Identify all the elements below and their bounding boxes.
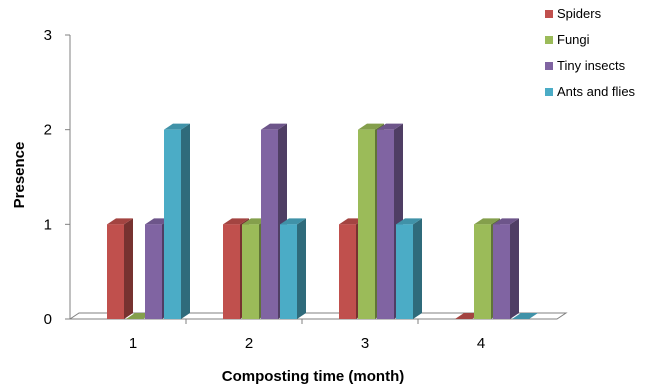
legend-swatch (545, 88, 553, 96)
bar-side (181, 123, 190, 320)
y-tick-label: 1 (44, 216, 52, 233)
y-tick-label: 3 (44, 27, 52, 44)
bar (396, 218, 422, 319)
bar-top (493, 218, 519, 225)
legend-swatch (545, 36, 553, 44)
y-tick-label: 2 (44, 122, 52, 139)
x-tick-label: 2 (245, 335, 253, 352)
bar-top (164, 123, 190, 130)
legend-label: Spiders (557, 6, 602, 21)
bar-front (358, 129, 375, 319)
bar (164, 123, 190, 320)
legend-label: Fungi (557, 32, 590, 47)
bar-front (396, 224, 413, 319)
bar-side (510, 218, 519, 319)
y-tick-label: 0 (44, 311, 52, 328)
x-tick-label: 3 (361, 335, 369, 352)
bar-front (474, 224, 491, 319)
bar (107, 218, 133, 319)
bar (512, 313, 538, 319)
bar-front (339, 224, 356, 319)
bar-top (223, 218, 249, 225)
bar-top (261, 123, 287, 130)
x-axis-title: Composting time (month) (222, 368, 404, 385)
bar-top (474, 218, 500, 225)
bar-front (493, 224, 510, 319)
bar (280, 218, 306, 319)
legend-swatch (545, 10, 553, 18)
bar-front (280, 224, 297, 319)
legend-swatch (545, 62, 553, 70)
bar-top (280, 218, 306, 225)
bar (493, 218, 519, 319)
bar-front (377, 129, 394, 319)
bar-top (377, 123, 403, 130)
legend: Spiders Fungi Tiny insects Ants and flies (545, 6, 636, 99)
bar-top (107, 218, 133, 225)
bar-front (145, 224, 162, 319)
bar-front (242, 224, 259, 319)
chart-bars (107, 123, 538, 320)
legend-label: Tiny insects (557, 58, 626, 73)
bar-front (164, 129, 181, 319)
y-tick-labels: 0 1 2 3 (44, 27, 52, 328)
bar-side (297, 218, 306, 319)
bar-front (261, 129, 278, 319)
legend-label: Ants and flies (557, 84, 636, 99)
bar-front (107, 224, 124, 319)
bar-top (358, 123, 384, 130)
bar-top (396, 218, 422, 225)
x-tick-label: 4 (477, 335, 485, 352)
bar-top (512, 313, 538, 319)
bar-front (223, 224, 240, 319)
bar-side (124, 218, 133, 319)
bar-side (413, 218, 422, 319)
x-tick-labels: 1 2 3 4 (129, 335, 485, 352)
y-axis-title: Presence (11, 142, 28, 209)
x-tick-label: 1 (129, 335, 137, 352)
